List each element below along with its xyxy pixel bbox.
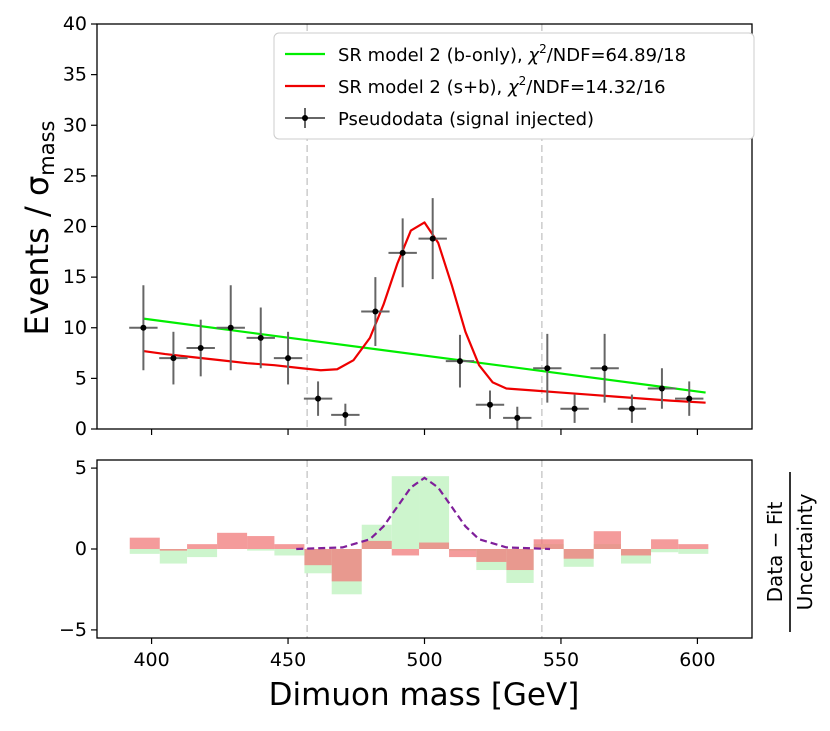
residual-s-plus-b-bar-2 xyxy=(187,544,218,549)
residual-s-plus-b-bar-3 xyxy=(217,532,248,549)
x-tick-label-450: 450 xyxy=(270,649,306,671)
residual-s-plus-b-bar-14 xyxy=(533,539,564,549)
main-y-tick-label-35: 35 xyxy=(63,64,87,86)
residual-s-plus-b-bar-16 xyxy=(593,531,621,549)
residual-b-only-bar-9 xyxy=(391,476,420,549)
residual-y-tick-label--5: −5 xyxy=(59,619,87,641)
legend-box xyxy=(273,32,755,140)
data-point-12 xyxy=(487,401,493,408)
residual-s-plus-b-bar-15 xyxy=(563,549,594,559)
data-point-4 xyxy=(257,334,264,341)
data-point-13 xyxy=(514,414,521,421)
data-point-14 xyxy=(544,365,551,372)
legend-label-s-plus-b: SR model 2 (s+b), χ2/NDF=14.32/16 xyxy=(338,74,666,98)
residual-y-label-numerator: Data − Fit xyxy=(763,502,787,603)
residual-s-plus-b-bar-13 xyxy=(506,549,534,571)
residual-s-plus-b-bar-1 xyxy=(159,549,188,551)
data-point-9 xyxy=(399,249,406,256)
b-only-fit-line xyxy=(143,317,706,394)
main-y-tick-label-10: 10 xyxy=(63,317,87,339)
x-axis-label: Dimuon mass [GeV] xyxy=(269,677,580,713)
residual-y-tick-label-5: 5 xyxy=(75,457,87,479)
residual-s-plus-b-bar-7 xyxy=(331,549,362,582)
data-point-0 xyxy=(140,324,147,331)
residual-b-only-bar-1 xyxy=(159,549,188,564)
data-point-6 xyxy=(315,395,322,402)
residual-s-plus-b-bar-12 xyxy=(476,549,507,562)
legend: SR model 2 (b-only), χ2/NDF=64.89/18 SR … xyxy=(273,32,755,140)
main-y-tick-label-0: 0 xyxy=(75,418,87,440)
data-point-8 xyxy=(372,308,379,315)
data-point-7 xyxy=(342,411,349,418)
data-point-5 xyxy=(285,355,292,362)
s-plus-b-fit-line xyxy=(143,221,706,404)
residual-b-only-bar-5 xyxy=(274,549,305,556)
data-point-17 xyxy=(628,405,635,412)
legend-label-pseudodata: Pseudodata (signal injected) xyxy=(338,109,594,130)
residual-y-tick-label-0: 0 xyxy=(75,538,87,560)
residual-b-only-bar-2 xyxy=(187,549,218,558)
residual-s-plus-b-bar-6 xyxy=(304,549,332,566)
main-y-tick-label-15: 15 xyxy=(63,266,87,288)
residual-b-only-bar-18 xyxy=(651,549,679,553)
residual-s-plus-b-bar-8 xyxy=(361,540,392,549)
residual-s-plus-b-bar-19 xyxy=(678,544,709,549)
residual-b-only-bar-0 xyxy=(129,549,160,554)
main-panel: 0 5 10 15 20 25 30 35 40 xyxy=(63,13,753,440)
residual-s-plus-b-bar-18 xyxy=(651,539,679,549)
data-point-3 xyxy=(227,324,234,331)
main-y-tick-label-40: 40 xyxy=(63,13,87,35)
residual-b-only-bar-19 xyxy=(678,549,709,554)
data-point-11 xyxy=(456,358,463,365)
data-point-18 xyxy=(658,385,665,392)
legend-swatch-pseudodata-marker xyxy=(302,115,308,121)
x-tick-label-550: 550 xyxy=(543,649,579,671)
residual-s-plus-b-bar-10 xyxy=(419,542,450,549)
x-tick-label-400: 400 xyxy=(133,649,169,671)
data-point-19 xyxy=(686,395,693,402)
main-y-tick-label-30: 30 xyxy=(63,114,87,136)
residual-y-axis-label: Data − Fit Uncertainty xyxy=(763,472,817,632)
main-y-tick-label-20: 20 xyxy=(63,216,87,238)
data-point-16 xyxy=(601,365,608,372)
data-point-10 xyxy=(429,235,436,242)
residual-s-plus-b-bar-17 xyxy=(621,549,652,556)
legend-label-b-only: SR model 2 (b-only), χ2/NDF=64.89/18 xyxy=(338,42,686,66)
residual-b-only-bar-4 xyxy=(247,549,275,551)
residual-s-plus-b-bar-9 xyxy=(391,549,420,556)
main-y-tick-label-25: 25 xyxy=(63,165,87,187)
data-point-2 xyxy=(197,345,204,351)
residual-y-label-denominator: Uncertainty xyxy=(793,493,817,610)
residual-panel: −5 0 5 400 450 500 550 600 xyxy=(59,457,753,671)
data-point-1 xyxy=(170,355,177,362)
residual-b-only-bar-10 xyxy=(419,476,450,549)
residual-s-plus-b-bar-11 xyxy=(449,549,477,558)
main-y-tick-label-5: 5 xyxy=(75,367,87,389)
residual-s-plus-b-bar-5 xyxy=(274,544,305,549)
x-tick-label-600: 600 xyxy=(679,649,715,671)
data-point-15 xyxy=(571,405,578,412)
x-tick-label-500: 500 xyxy=(406,649,442,671)
residual-s-plus-b-bar-4 xyxy=(247,536,275,549)
residual-signal-dashed-line xyxy=(296,476,551,551)
main-y-axis-label: Events / σmass xyxy=(18,121,59,336)
residual-s-plus-b-bar-0 xyxy=(129,537,160,549)
